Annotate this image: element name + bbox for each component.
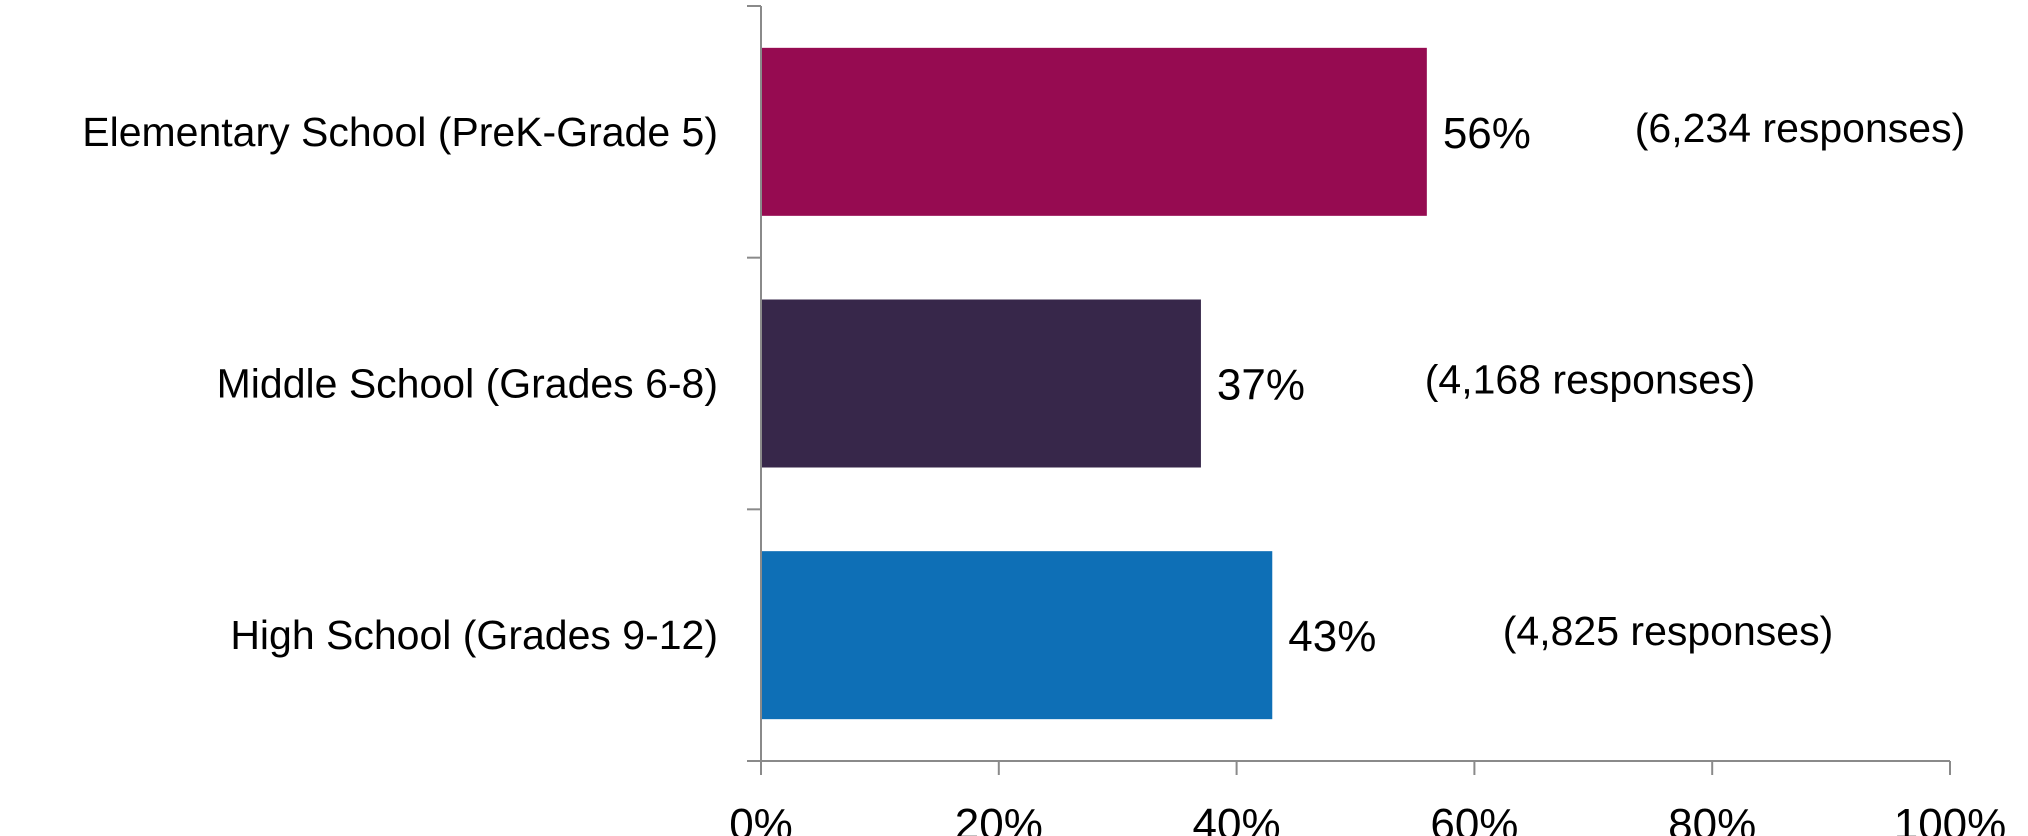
category-label: Middle School (Grades 6-8) [217,361,718,407]
x-tick-label: 60% [1430,800,1518,836]
x-tick-label: 0% [729,800,793,836]
labels: Elementary School (PreK-Grade 5) 56% (6,23… [82,105,1965,661]
responses-annotation: (4,168 responses) [1425,357,1755,403]
bar [762,551,1273,720]
responses-annotation: (4,825 responses) [1503,608,1833,654]
axes: 0% 20% 40% 60% 80% 100% [729,5,2007,836]
data-label: 56% [1443,109,1531,158]
responses-annotation: (6,234 responses) [1635,105,1965,151]
category-label: Elementary School (PreK-Grade 5) [82,109,718,155]
x-tick-label: 100% [1894,800,2007,836]
data-label: 37% [1217,361,1305,410]
x-tick-label: 20% [955,800,1043,836]
bar [762,47,1427,216]
bar [762,299,1201,468]
category-label: High School (Grades 9-12) [230,612,718,658]
x-tick-label: 40% [1193,800,1281,836]
bars [762,47,1427,720]
x-tick-label: 80% [1668,800,1756,836]
data-label: 43% [1288,612,1376,661]
